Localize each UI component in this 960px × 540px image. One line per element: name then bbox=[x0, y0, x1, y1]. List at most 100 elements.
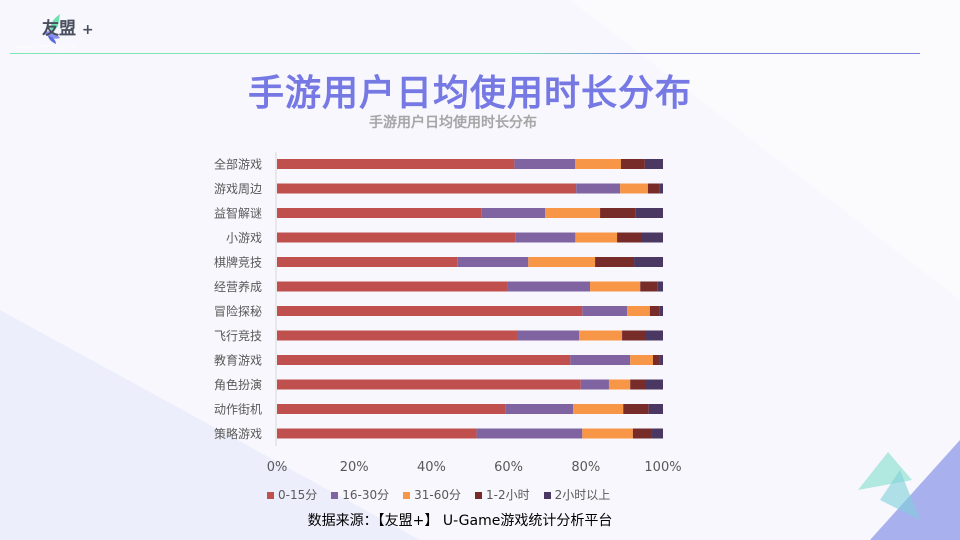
bar-segment-1 bbox=[277, 232, 516, 243]
legend-item: 16-30分 bbox=[331, 488, 389, 502]
y-tick-label: 策略游戏 bbox=[214, 426, 262, 441]
bar-segment-4 bbox=[623, 404, 649, 414]
bar-segment-1 bbox=[277, 159, 515, 169]
y-tick-label: 动作街机 bbox=[214, 403, 262, 417]
bar-segment-4 bbox=[640, 281, 658, 292]
bar-segment-3 bbox=[627, 306, 650, 316]
bar-segment-4 bbox=[632, 428, 652, 439]
y-tick-label: 角色扮演 bbox=[214, 377, 262, 392]
y-tick-label: 教育游戏 bbox=[214, 353, 262, 368]
bar-segment-5 bbox=[640, 232, 663, 243]
legend-swatch bbox=[543, 491, 551, 499]
legend-label: 31-60分 bbox=[414, 488, 461, 502]
bar-segment-2 bbox=[517, 330, 580, 341]
legend-label: 2小时以上 bbox=[554, 488, 611, 502]
bar-segment-5 bbox=[644, 159, 663, 169]
bar-segment-1 bbox=[277, 428, 477, 439]
bar-segment-3 bbox=[590, 281, 641, 292]
bar-segment-2 bbox=[476, 428, 583, 439]
legend-swatch bbox=[331, 491, 339, 499]
legend-item: 2小时以上 bbox=[543, 488, 611, 502]
bar-segment-2 bbox=[580, 379, 609, 390]
bar-segment-3 bbox=[575, 232, 618, 243]
bar-segment-3 bbox=[630, 355, 653, 365]
bar-segment-1 bbox=[277, 257, 458, 267]
y-tick-label: 游戏周边 bbox=[214, 182, 262, 196]
bar-segment-4 bbox=[622, 330, 647, 341]
legend-swatch bbox=[267, 491, 274, 499]
x-tick-label: 0% bbox=[267, 460, 288, 475]
bar-segment-5 bbox=[659, 355, 663, 365]
bar-segment-3 bbox=[608, 379, 631, 390]
bar-segment-5 bbox=[651, 428, 663, 439]
bar-segment-2 bbox=[570, 355, 631, 365]
chart-title: 手游用户日均使用时长分布 bbox=[369, 115, 537, 131]
bar-segment-1 bbox=[277, 379, 581, 390]
header-divider bbox=[10, 53, 920, 54]
bar-segment-1 bbox=[277, 330, 518, 341]
page-title: 手游用户日均使用时长分布 bbox=[247, 73, 692, 114]
logo-url: www.umeng.com bbox=[16, 43, 77, 51]
bar-segment-2 bbox=[514, 159, 575, 169]
data-source: 数据来源：【友盟+】 U-Game游戏统计分析平台 bbox=[307, 513, 613, 529]
legend-item: 0-15分 bbox=[267, 488, 317, 502]
bar-segment-2 bbox=[457, 257, 529, 267]
bar-segment-2 bbox=[515, 232, 576, 243]
bar-segment-3 bbox=[620, 183, 648, 194]
bar-segment-5 bbox=[657, 281, 663, 292]
legend-swatch bbox=[403, 491, 411, 499]
bar-segment-5 bbox=[646, 330, 663, 341]
bar-segment-2 bbox=[576, 183, 621, 194]
bar-segment-1 bbox=[277, 183, 577, 194]
y-tick-label: 冒险探秘 bbox=[214, 304, 262, 319]
bar-segment-2 bbox=[505, 404, 574, 414]
bar-segment-4 bbox=[652, 355, 660, 365]
y-tick-label: 经营养成 bbox=[214, 279, 262, 294]
bar-segment-4 bbox=[620, 159, 645, 169]
bar-segment-5 bbox=[659, 183, 663, 194]
legend-item: 31-60分 bbox=[403, 488, 461, 502]
bar-segment-4 bbox=[647, 183, 660, 194]
y-tick-label: 益智解谜 bbox=[214, 206, 262, 221]
x-tick-label: 20% bbox=[340, 460, 369, 475]
bar-segment-1 bbox=[277, 404, 506, 414]
bar-segment-3 bbox=[573, 404, 624, 414]
bar-segment-5 bbox=[634, 257, 663, 267]
chart-legend: 0-15分 16-30分 31-60分 1-2小时 2小时以上 bbox=[267, 488, 610, 502]
bar-segment-3 bbox=[579, 330, 623, 341]
legend-swatch bbox=[475, 491, 482, 499]
bar-segment-4 bbox=[600, 208, 636, 218]
y-tick-label: 棋牌竞技 bbox=[214, 256, 262, 270]
umeng-logo-icon bbox=[44, 14, 60, 44]
x-tick-label: 100% bbox=[644, 460, 681, 475]
bar-segment-4 bbox=[630, 379, 647, 390]
bar-segment-1 bbox=[277, 306, 583, 316]
bar-segment-1 bbox=[277, 208, 482, 218]
x-tick-label: 40% bbox=[417, 460, 446, 475]
bar-segment-3 bbox=[545, 208, 601, 218]
legend-label: 1-2小时 bbox=[486, 488, 530, 502]
legend-label: 0-15分 bbox=[278, 488, 318, 502]
bar-segment-2 bbox=[481, 208, 546, 218]
bar-segment-1 bbox=[277, 355, 571, 365]
bar-segment-5 bbox=[635, 208, 663, 218]
logo-text: 友盟 + bbox=[42, 19, 94, 39]
bar-segment-4 bbox=[617, 232, 641, 243]
bar-segment-3 bbox=[574, 159, 621, 169]
bar-segment-4 bbox=[595, 257, 635, 267]
bar-segment-2 bbox=[507, 281, 591, 292]
bar-segment-5 bbox=[648, 404, 663, 414]
bar-segment-5 bbox=[659, 306, 663, 316]
bar-segment-3 bbox=[528, 257, 596, 267]
bar-segment-1 bbox=[277, 281, 508, 292]
y-tick-label: 飞行竞技 bbox=[214, 329, 262, 343]
bar-segment-3 bbox=[582, 428, 633, 439]
bar-segment-4 bbox=[649, 306, 660, 316]
y-tick-label: 小游戏 bbox=[226, 231, 262, 245]
legend-label: 16-30分 bbox=[342, 488, 390, 502]
legend-item: 1-2小时 bbox=[475, 488, 530, 502]
x-tick-label: 80% bbox=[571, 460, 600, 475]
bar-segment-2 bbox=[582, 306, 628, 316]
